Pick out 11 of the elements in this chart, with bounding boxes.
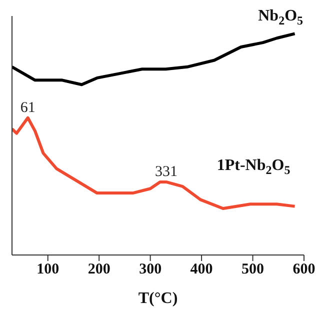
x-tick-label: 500: [242, 262, 264, 278]
x-tick-label: 400: [190, 262, 213, 278]
series-label: Nb$_{2}$O$_{5}$: [258, 8, 304, 28]
series-label: 1Pt-Nb$_{2}$O$_{5}$: [216, 157, 290, 177]
annotation: 61: [20, 100, 36, 116]
x-axis-title: T(°C): [138, 290, 178, 307]
annotation: 331: [154, 164, 178, 180]
x-tick-label: 200: [88, 262, 110, 278]
x-tick-label: 100: [36, 262, 60, 278]
x-tick-label: 300: [139, 262, 162, 278]
x-tick-label: 600: [292, 262, 316, 278]
